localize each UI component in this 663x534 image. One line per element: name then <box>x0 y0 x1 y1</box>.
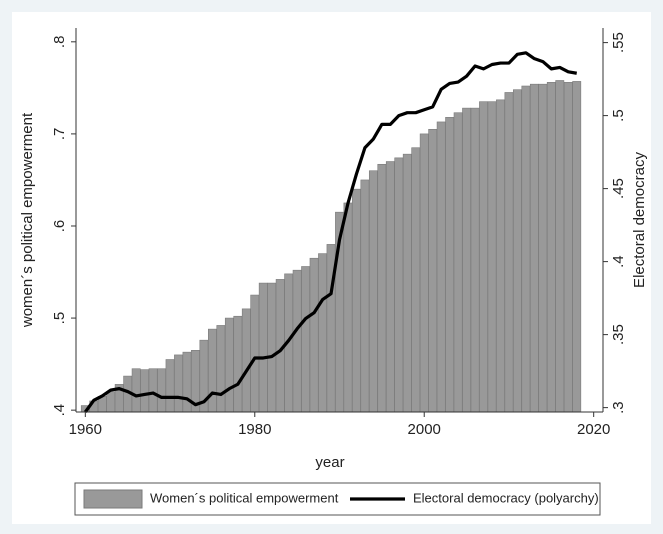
bar <box>301 266 311 413</box>
y2-axis-label: Electoral democracy <box>631 152 648 288</box>
legend-label: Women´s political empowerment <box>150 490 339 505</box>
bar <box>529 83 539 413</box>
y2-tick-label: .45 <box>610 178 627 199</box>
y2-tick-label: .35 <box>610 324 627 345</box>
y-axis-label: women´s political empowerment <box>19 112 36 328</box>
bar <box>445 117 455 413</box>
bar <box>496 99 505 413</box>
bar <box>419 133 429 413</box>
x-tick-label: 1960 <box>69 421 102 438</box>
bar <box>368 170 378 413</box>
bar <box>538 83 548 413</box>
x-tick-label: 2020 <box>577 421 610 438</box>
bar <box>157 368 166 413</box>
bar <box>563 82 573 413</box>
bar <box>233 315 243 413</box>
bar <box>360 179 370 413</box>
y-tick-label: .4 <box>51 404 68 417</box>
bar <box>182 351 192 413</box>
bar <box>352 188 361 413</box>
bar <box>402 153 412 413</box>
bar <box>216 325 226 413</box>
bar <box>377 163 387 413</box>
bar <box>487 101 497 413</box>
y-tick-label: .8 <box>51 36 68 49</box>
bar <box>555 80 565 413</box>
y-tick-label: .7 <box>51 128 68 141</box>
bar <box>411 147 421 413</box>
bar <box>292 269 302 413</box>
y2-tick-label: .5 <box>610 109 627 122</box>
bar <box>165 359 175 413</box>
bar <box>453 112 463 413</box>
bar <box>385 161 395 413</box>
bar <box>250 294 260 413</box>
bar <box>470 107 480 413</box>
line <box>84 51 578 413</box>
y2-tick-label: .4 <box>610 255 627 268</box>
y2-tick-label: .3 <box>610 401 627 414</box>
bar <box>504 92 514 413</box>
bar <box>267 282 277 413</box>
y2-tick-label: .55 <box>610 32 627 53</box>
bar <box>546 82 556 413</box>
bar <box>521 85 531 413</box>
bar <box>258 282 268 413</box>
bar <box>343 202 353 413</box>
x-tick-label: 2000 <box>408 421 441 438</box>
bar <box>513 89 522 413</box>
bar <box>241 308 251 413</box>
bar <box>572 81 582 413</box>
bar <box>428 128 438 413</box>
legend-swatch <box>83 489 143 509</box>
bar <box>131 368 141 413</box>
legend-box <box>74 482 601 516</box>
bar <box>148 368 158 413</box>
bar <box>462 107 471 413</box>
x-axis-label: year <box>315 454 344 471</box>
bar <box>174 354 183 413</box>
bar <box>436 121 446 413</box>
x-tick-label: 1980 <box>238 421 271 438</box>
bar <box>394 157 404 413</box>
bar <box>106 391 116 413</box>
bar <box>140 369 150 413</box>
bar <box>224 317 234 413</box>
legend-label: Electoral democracy (polyarchy) <box>413 490 599 505</box>
y-tick-label: .5 <box>51 312 68 325</box>
bar <box>318 253 327 413</box>
bar <box>479 101 488 413</box>
bar <box>208 328 217 413</box>
y-tick-label: .6 <box>51 220 68 233</box>
bar <box>309 257 319 413</box>
